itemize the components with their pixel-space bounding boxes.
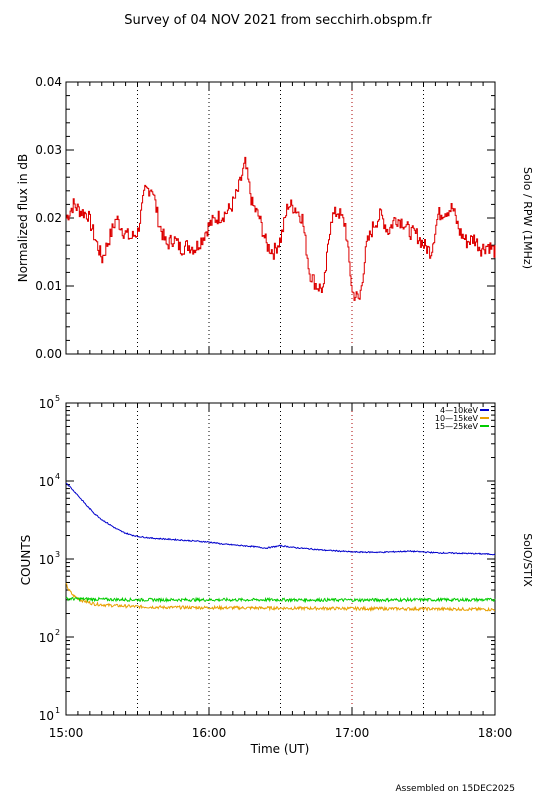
rpw-flux-panel: 0.00 0.01 0.02 0.03 0.04 Normalized flux in …	[16, 75, 534, 361]
legend-label: 15—25keV	[435, 422, 479, 431]
bottom-y-tick-label: 10	[39, 397, 54, 411]
top-y-tick-label: 0.00	[35, 347, 62, 361]
top-y-tick-label: 0.01	[35, 279, 62, 293]
x-tick-label: 17:00	[335, 726, 370, 740]
top-y-tick-label: 0.04	[35, 75, 62, 89]
x-tick-label: 16:00	[192, 726, 227, 740]
chart-title: Survey of 04 NOV 2021 from secchirh.obsp…	[124, 13, 432, 28]
bottom-y-tick-label: 10	[39, 475, 54, 489]
legend-label: 4—10keV	[440, 406, 479, 415]
bottom-y-axis-label: COUNTS	[19, 535, 33, 586]
stix-series-group	[65, 482, 496, 612]
bottom-y-tick-exponent: 4	[55, 472, 60, 481]
bottom-y-tick-exponent: 2	[55, 628, 60, 637]
top-side-label: Solo / RPW (1MHz)	[521, 167, 534, 269]
top-y-tick-label: 0.03	[35, 143, 62, 157]
top-time-markers	[137, 82, 424, 354]
stix-series-1	[65, 582, 496, 612]
x-tick-label: 15:00	[49, 726, 84, 740]
x-axis-label: Time (UT)	[250, 742, 310, 756]
bottom-y-tick-exponent: 5	[55, 394, 60, 403]
assembled-footer: Assembled on 15DEC2025	[396, 784, 516, 794]
bottom-side-label: SolO/STIX	[521, 533, 534, 587]
top-y-axis-label: Normalized flux in dB	[16, 154, 30, 283]
legend-label: 10—15keV	[435, 414, 479, 423]
bottom-y-tick-label: 10	[39, 553, 54, 567]
rpw-flux-series	[66, 156, 496, 301]
stix-series-2	[65, 596, 496, 604]
x-tick-label: 18:00	[478, 726, 513, 740]
top-axis-ticks: 0.00 0.01 0.02 0.03 0.04	[35, 75, 496, 361]
bottom-y-tick-exponent: 1	[55, 706, 60, 715]
bottom-y-tick-label: 10	[39, 709, 54, 723]
stix-series-0	[65, 482, 496, 556]
bottom-y-tick-exponent: 3	[55, 550, 60, 559]
top-y-tick-label: 0.02	[35, 211, 62, 225]
bottom-time-markers	[137, 403, 424, 715]
bottom-y-tick-label: 10	[39, 631, 54, 645]
